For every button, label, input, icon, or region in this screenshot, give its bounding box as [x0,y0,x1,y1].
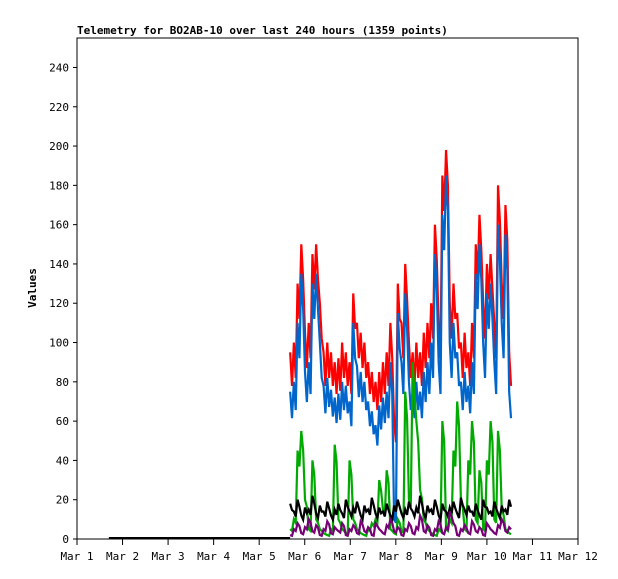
x-tick-label: Mar 4 [197,550,230,563]
chart-title: Telemetry for BO2AB-10 over last 240 hou… [77,24,448,37]
plot-frame [76,37,579,540]
series-line-blue [289,175,513,524]
y-tick-label: 40 [56,454,69,467]
y-tick-label: 200 [49,140,69,153]
y-tick-label: 60 [56,415,69,428]
series-line-black [289,495,513,524]
y-tick-label: 0 [62,533,69,546]
x-tick-label: Mar 6 [288,550,321,563]
series-line-green [289,362,512,538]
y-axis-label: Values [26,268,39,308]
y-tick-label: 180 [49,179,69,192]
y-tick-label: 160 [49,219,69,232]
x-tick-label: Mar 12 [558,550,598,563]
x-tick-label: Mar 2 [106,550,139,563]
y-tick-label: 100 [49,337,69,350]
x-tick-label: Mar 9 [425,550,458,563]
x-tick-label: Mar 10 [467,550,507,563]
x-tick-label: Mar 1 [60,550,93,563]
series-layer [108,149,513,539]
y-tick-label: 220 [49,101,69,114]
axes-layer: 0 20 40 60 80 100 120 140 160 180 200 220 240 Mar 1 Ma… [49,61,598,563]
y-tick-label: 120 [49,297,69,310]
x-tick-label: Mar 3 [152,550,185,563]
x-tick-label: Mar 7 [334,550,367,563]
y-tick-label: 80 [56,376,69,389]
x-tick-label: Mar 8 [379,550,412,563]
y-tick-label: 140 [49,258,69,271]
x-tick-label: Mar 11 [513,550,553,563]
y-tick-label: 20 [56,494,69,507]
x-tick-label: Mar 5 [243,550,276,563]
series-line-purple [289,511,512,538]
y-tick-label: 240 [49,61,69,74]
